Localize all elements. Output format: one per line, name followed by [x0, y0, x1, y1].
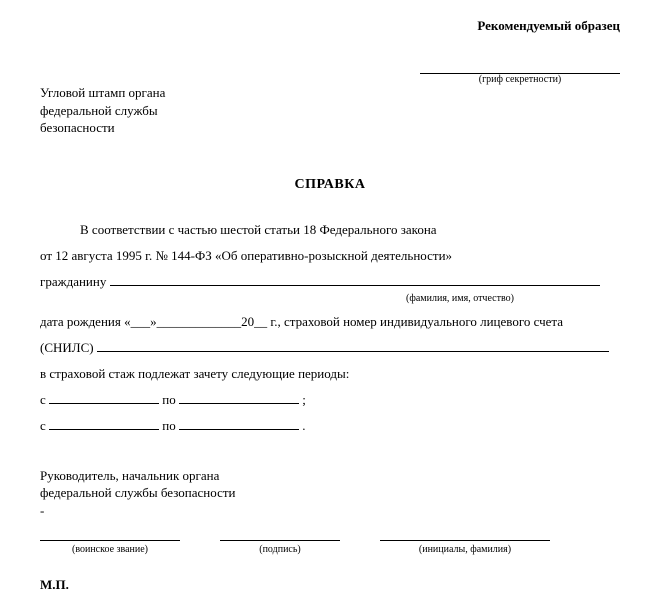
document-page: Рекомендуемый образец (гриф секретности)…	[0, 0, 650, 611]
period-to-label: по	[162, 392, 179, 407]
snils-line: (СНИЛС)	[40, 335, 620, 361]
period-row-2: с по .	[40, 413, 620, 439]
stamp-mp: М.П.	[40, 577, 620, 593]
dob-line: дата рождения «___»_____________20__ г.,…	[40, 309, 620, 335]
period-from-label: с	[40, 392, 49, 407]
snils-label: (СНИЛС)	[40, 340, 94, 355]
stamp-line-3: безопасности	[40, 119, 620, 137]
sig-sign-line	[220, 527, 340, 541]
corner-stamp-block: Угловой штамп органа федеральной службы …	[40, 84, 620, 137]
sig-name-caption: (инициалы, фамилия)	[380, 543, 550, 557]
signer-line-1: Руководитель, начальник органа	[40, 467, 620, 485]
period-from-label-2: с	[40, 418, 49, 433]
sig-sign-caption: (подпись)	[220, 543, 340, 557]
citizen-underline	[110, 285, 600, 286]
sig-rank-caption: (воинское звание)	[40, 543, 180, 557]
body-text: В соответствии с частью шестой статьи 18…	[40, 217, 620, 439]
period1-from-underline	[49, 403, 159, 404]
secrecy-block: (гриф секретности)	[420, 60, 620, 85]
body-line-2: от 12 августа 1995 г. № 144-ФЗ «Об опера…	[40, 243, 620, 269]
sig-sign-cell: (подпись)	[220, 527, 340, 557]
signer-dash: -	[40, 502, 620, 520]
signer-block: Руководитель, начальник органа федеральн…	[40, 467, 620, 557]
period2-to-underline	[179, 429, 299, 430]
period1-to-underline	[179, 403, 299, 404]
signer-line-2: федеральной службы безопасности	[40, 484, 620, 502]
sig-name-cell: (инициалы, фамилия)	[380, 527, 550, 557]
citizen-label: гражданину	[40, 274, 110, 289]
sig-rank-line	[40, 527, 180, 541]
secrecy-underline	[420, 60, 620, 74]
secrecy-caption: (гриф секретности)	[420, 74, 620, 85]
period2-end: .	[299, 418, 306, 433]
recommended-sample-label: Рекомендуемый образец	[40, 18, 620, 34]
signature-row: (воинское звание) (подпись) (инициалы, ф…	[40, 527, 620, 557]
document-title: СПРАВКА	[40, 177, 620, 193]
sig-name-line	[380, 527, 550, 541]
body-line-1: В соответствии с частью шестой статьи 18…	[40, 217, 620, 243]
stamp-line-2: федеральной службы	[40, 102, 620, 120]
sig-rank-cell: (воинское звание)	[40, 527, 180, 557]
snils-underline	[97, 351, 609, 352]
period-row-1: с по ;	[40, 387, 620, 413]
stamp-line-1: Угловой штамп органа	[40, 84, 620, 102]
period-to-label-2: по	[162, 418, 179, 433]
periods-intro: в страховой стаж подлежат зачету следующ…	[40, 361, 620, 387]
citizen-line: гражданину	[40, 269, 620, 295]
period2-from-underline	[49, 429, 159, 430]
period1-end: ;	[299, 392, 306, 407]
